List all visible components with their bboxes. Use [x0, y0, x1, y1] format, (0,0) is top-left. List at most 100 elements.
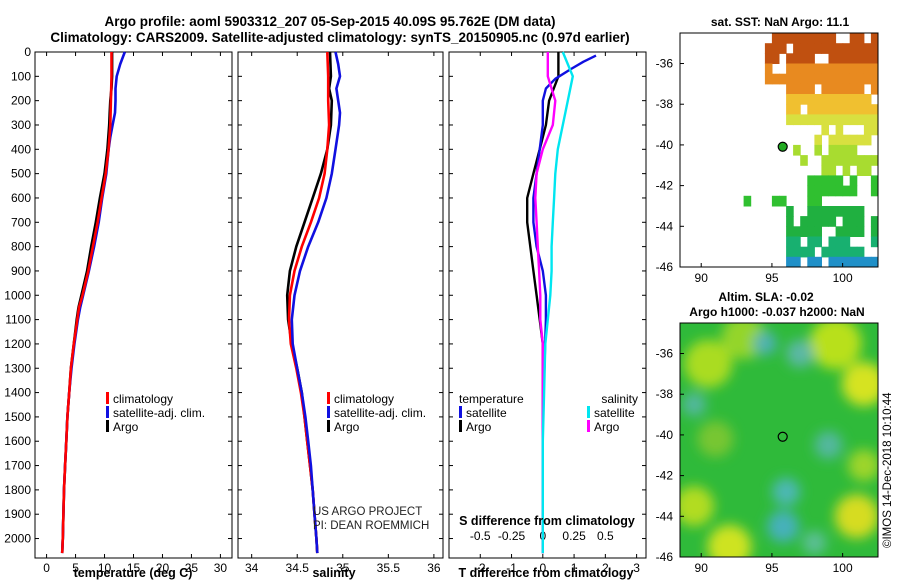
sst-cell	[871, 186, 879, 197]
sla-anomaly-patch	[708, 525, 752, 569]
sst-cell	[836, 186, 844, 197]
sst-cell	[829, 74, 837, 85]
sst-cell	[836, 74, 844, 85]
sst-cell	[850, 64, 858, 75]
sst-cell	[843, 247, 851, 258]
sst-cell	[772, 53, 780, 64]
sst-cell	[857, 33, 865, 44]
depth-tick-label: 1000	[4, 288, 31, 302]
temperature-panel: 0100200300400500600700800900100011001200…	[4, 45, 232, 580]
x-tick-label: 35.5	[377, 561, 401, 575]
legend-t-satellite: satellite	[466, 406, 507, 420]
sst-cell	[836, 53, 844, 64]
sst-cell	[821, 165, 829, 176]
sst-cell	[765, 74, 773, 85]
sst-cell	[857, 135, 865, 146]
sst-cell	[829, 53, 837, 64]
difference-axes-frame	[449, 52, 646, 558]
map-x-tick-label: 90	[695, 561, 709, 575]
sst-cell	[807, 33, 815, 44]
sst-cell	[800, 64, 808, 75]
map-y-tick-label: -42	[656, 179, 674, 193]
legend-t-argo: Argo	[466, 420, 492, 434]
map-y-tick-label: -44	[656, 509, 674, 523]
sst-cell	[821, 186, 829, 197]
sst-cell	[871, 33, 879, 44]
sst-cell	[829, 155, 837, 166]
legend-s-satellite: satellite	[594, 406, 635, 420]
x-tick-label: 0	[43, 561, 50, 575]
depth-tick-label: 1300	[4, 361, 31, 375]
sst-cell	[807, 104, 815, 115]
sst-cell	[843, 226, 851, 237]
depth-tick-label: 2000	[4, 532, 31, 546]
legend-salinity-title: salinity	[601, 392, 638, 406]
sst-cell	[857, 84, 865, 95]
sst-cell	[807, 84, 815, 95]
sst-cell	[829, 206, 837, 217]
sst-cell	[807, 94, 815, 105]
map-y-tick-label: -38	[656, 387, 674, 401]
sst-cell	[814, 33, 822, 44]
sst-cell	[793, 237, 801, 248]
sst-cell	[829, 257, 837, 268]
depth-tick-label: 1900	[4, 507, 31, 521]
sst-cell	[864, 257, 872, 268]
sst-cell	[836, 114, 844, 125]
depth-tick-label: 900	[11, 264, 31, 278]
sst-cell	[836, 145, 844, 156]
sst-cell	[857, 104, 865, 115]
title-line-1: Argo profile: aoml 5903312_207 05-Sep-20…	[105, 14, 556, 29]
project-note-line-2: PI: DEAN ROEMMICH	[313, 520, 429, 532]
legend-argo: Argo	[113, 420, 139, 434]
sst-cell	[850, 84, 858, 95]
sst-cell	[807, 226, 815, 237]
depth-tick-label: 1500	[4, 410, 31, 424]
sst-cell	[807, 216, 815, 227]
sst-cell	[800, 226, 808, 237]
sst-cell	[836, 104, 844, 115]
sst-cell	[871, 257, 879, 268]
sst-cell	[807, 237, 815, 248]
sst-cell	[857, 43, 865, 54]
legend-swatch-argo	[106, 420, 109, 432]
map-x-tick-label: 95	[765, 271, 779, 285]
sst-cell	[857, 165, 865, 176]
sst-cell	[793, 145, 801, 156]
sst-cell	[836, 125, 844, 136]
sst-cell	[843, 257, 851, 268]
sla-map-panel: Altim. SLA: -0.02 Argo h1000: -0.037 h20…	[656, 290, 886, 575]
sst-cell	[829, 33, 837, 44]
sst-cell	[864, 53, 872, 64]
sst-cell	[765, 64, 773, 75]
sst-cell	[814, 196, 822, 207]
s-tick-label: 0.25	[562, 529, 586, 543]
sst-cell	[864, 104, 872, 115]
sst-cell	[829, 237, 837, 248]
sst-cell	[800, 247, 808, 258]
sst-cell	[850, 135, 858, 146]
sst-cell	[786, 84, 794, 95]
sst-cell	[786, 94, 794, 105]
sst-cell	[779, 196, 787, 207]
legend-satellite: satellite-adj. clim.	[113, 406, 205, 420]
sst-cell	[829, 114, 837, 125]
sst-cell	[821, 74, 829, 85]
sst-cell	[871, 226, 879, 237]
sst-cell	[814, 43, 822, 54]
sst-cell	[814, 94, 822, 105]
sst-cell	[850, 94, 858, 105]
sla-anomaly-patch	[835, 494, 879, 538]
sla-anomaly-patch	[767, 511, 799, 543]
sst-cell	[786, 104, 794, 115]
x-tick-label: 34.5	[286, 561, 310, 575]
sst-cell	[850, 53, 858, 64]
sst-cell	[821, 33, 829, 44]
sst-cell	[821, 155, 829, 166]
sst-cell	[814, 216, 822, 227]
sst-cell	[807, 196, 815, 207]
sst-cell	[843, 74, 851, 85]
salinity-panel: 34 34.5 35 35.5 36 salinity climatology sate…	[238, 52, 443, 580]
depth-tick-label: 600	[11, 191, 31, 205]
sst-cell	[857, 114, 865, 125]
